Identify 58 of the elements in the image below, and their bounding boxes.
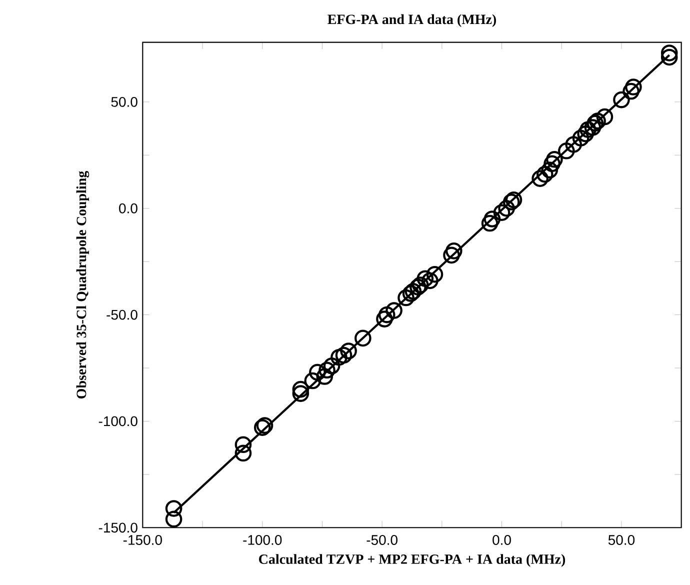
point: [493, 204, 510, 222]
x-tick-label: -50.0: [366, 535, 398, 545]
point: [309, 364, 326, 381]
point: [443, 246, 460, 264]
point: [445, 242, 462, 260]
point: [165, 500, 182, 517]
point: [584, 119, 602, 136]
y-tick-label: 0.0: [119, 203, 138, 214]
point: [544, 155, 560, 172]
point: [416, 270, 434, 288]
point: [580, 121, 596, 138]
y-tick-label: -50.0: [106, 310, 138, 320]
point: [565, 136, 582, 153]
point: [234, 436, 252, 454]
x-tick-label: -150.0: [123, 535, 162, 545]
point: [335, 346, 352, 364]
point: [596, 108, 614, 126]
y-tick-label: 50.0: [111, 96, 138, 107]
point: [378, 306, 396, 324]
point: [660, 44, 678, 62]
point: [376, 310, 393, 328]
point: [613, 91, 630, 108]
point: [304, 372, 322, 390]
y-tick-label: -100.0: [98, 416, 138, 426]
point: [234, 444, 252, 462]
point: [386, 302, 402, 319]
point: [572, 130, 590, 147]
point: [330, 348, 348, 366]
point: [340, 342, 357, 360]
point: [292, 380, 310, 398]
y-tick-label: -150.0: [98, 522, 138, 533]
point: [481, 214, 498, 232]
point: [165, 510, 182, 528]
point: [498, 200, 515, 217]
point: [316, 368, 334, 385]
point: [323, 357, 340, 374]
chart-title: EFG-PA and IA data (MHz): [328, 14, 496, 27]
point: [546, 150, 563, 168]
point: [558, 142, 575, 160]
x-axis-title: Calculated TZVP + MP2 EFG-PA + IA data (MHz): [259, 554, 566, 567]
point: [398, 289, 414, 306]
point: [625, 78, 642, 96]
point: [422, 272, 438, 290]
y-axis-title: Observed 35-Cl Quadrupole Coupling: [76, 170, 90, 398]
x-tick-label: 0.0: [492, 535, 511, 545]
point: [484, 210, 501, 228]
point: [622, 82, 640, 100]
point: [354, 330, 372, 347]
point: [660, 48, 678, 66]
point: [292, 385, 310, 402]
point: [532, 170, 548, 187]
point: [541, 162, 558, 178]
point: [318, 362, 336, 379]
point: [577, 125, 594, 142]
point: [536, 166, 554, 183]
x-tick-label: 50.0: [608, 535, 635, 545]
point: [426, 266, 444, 283]
x-tick-label: -100.0: [243, 535, 282, 545]
